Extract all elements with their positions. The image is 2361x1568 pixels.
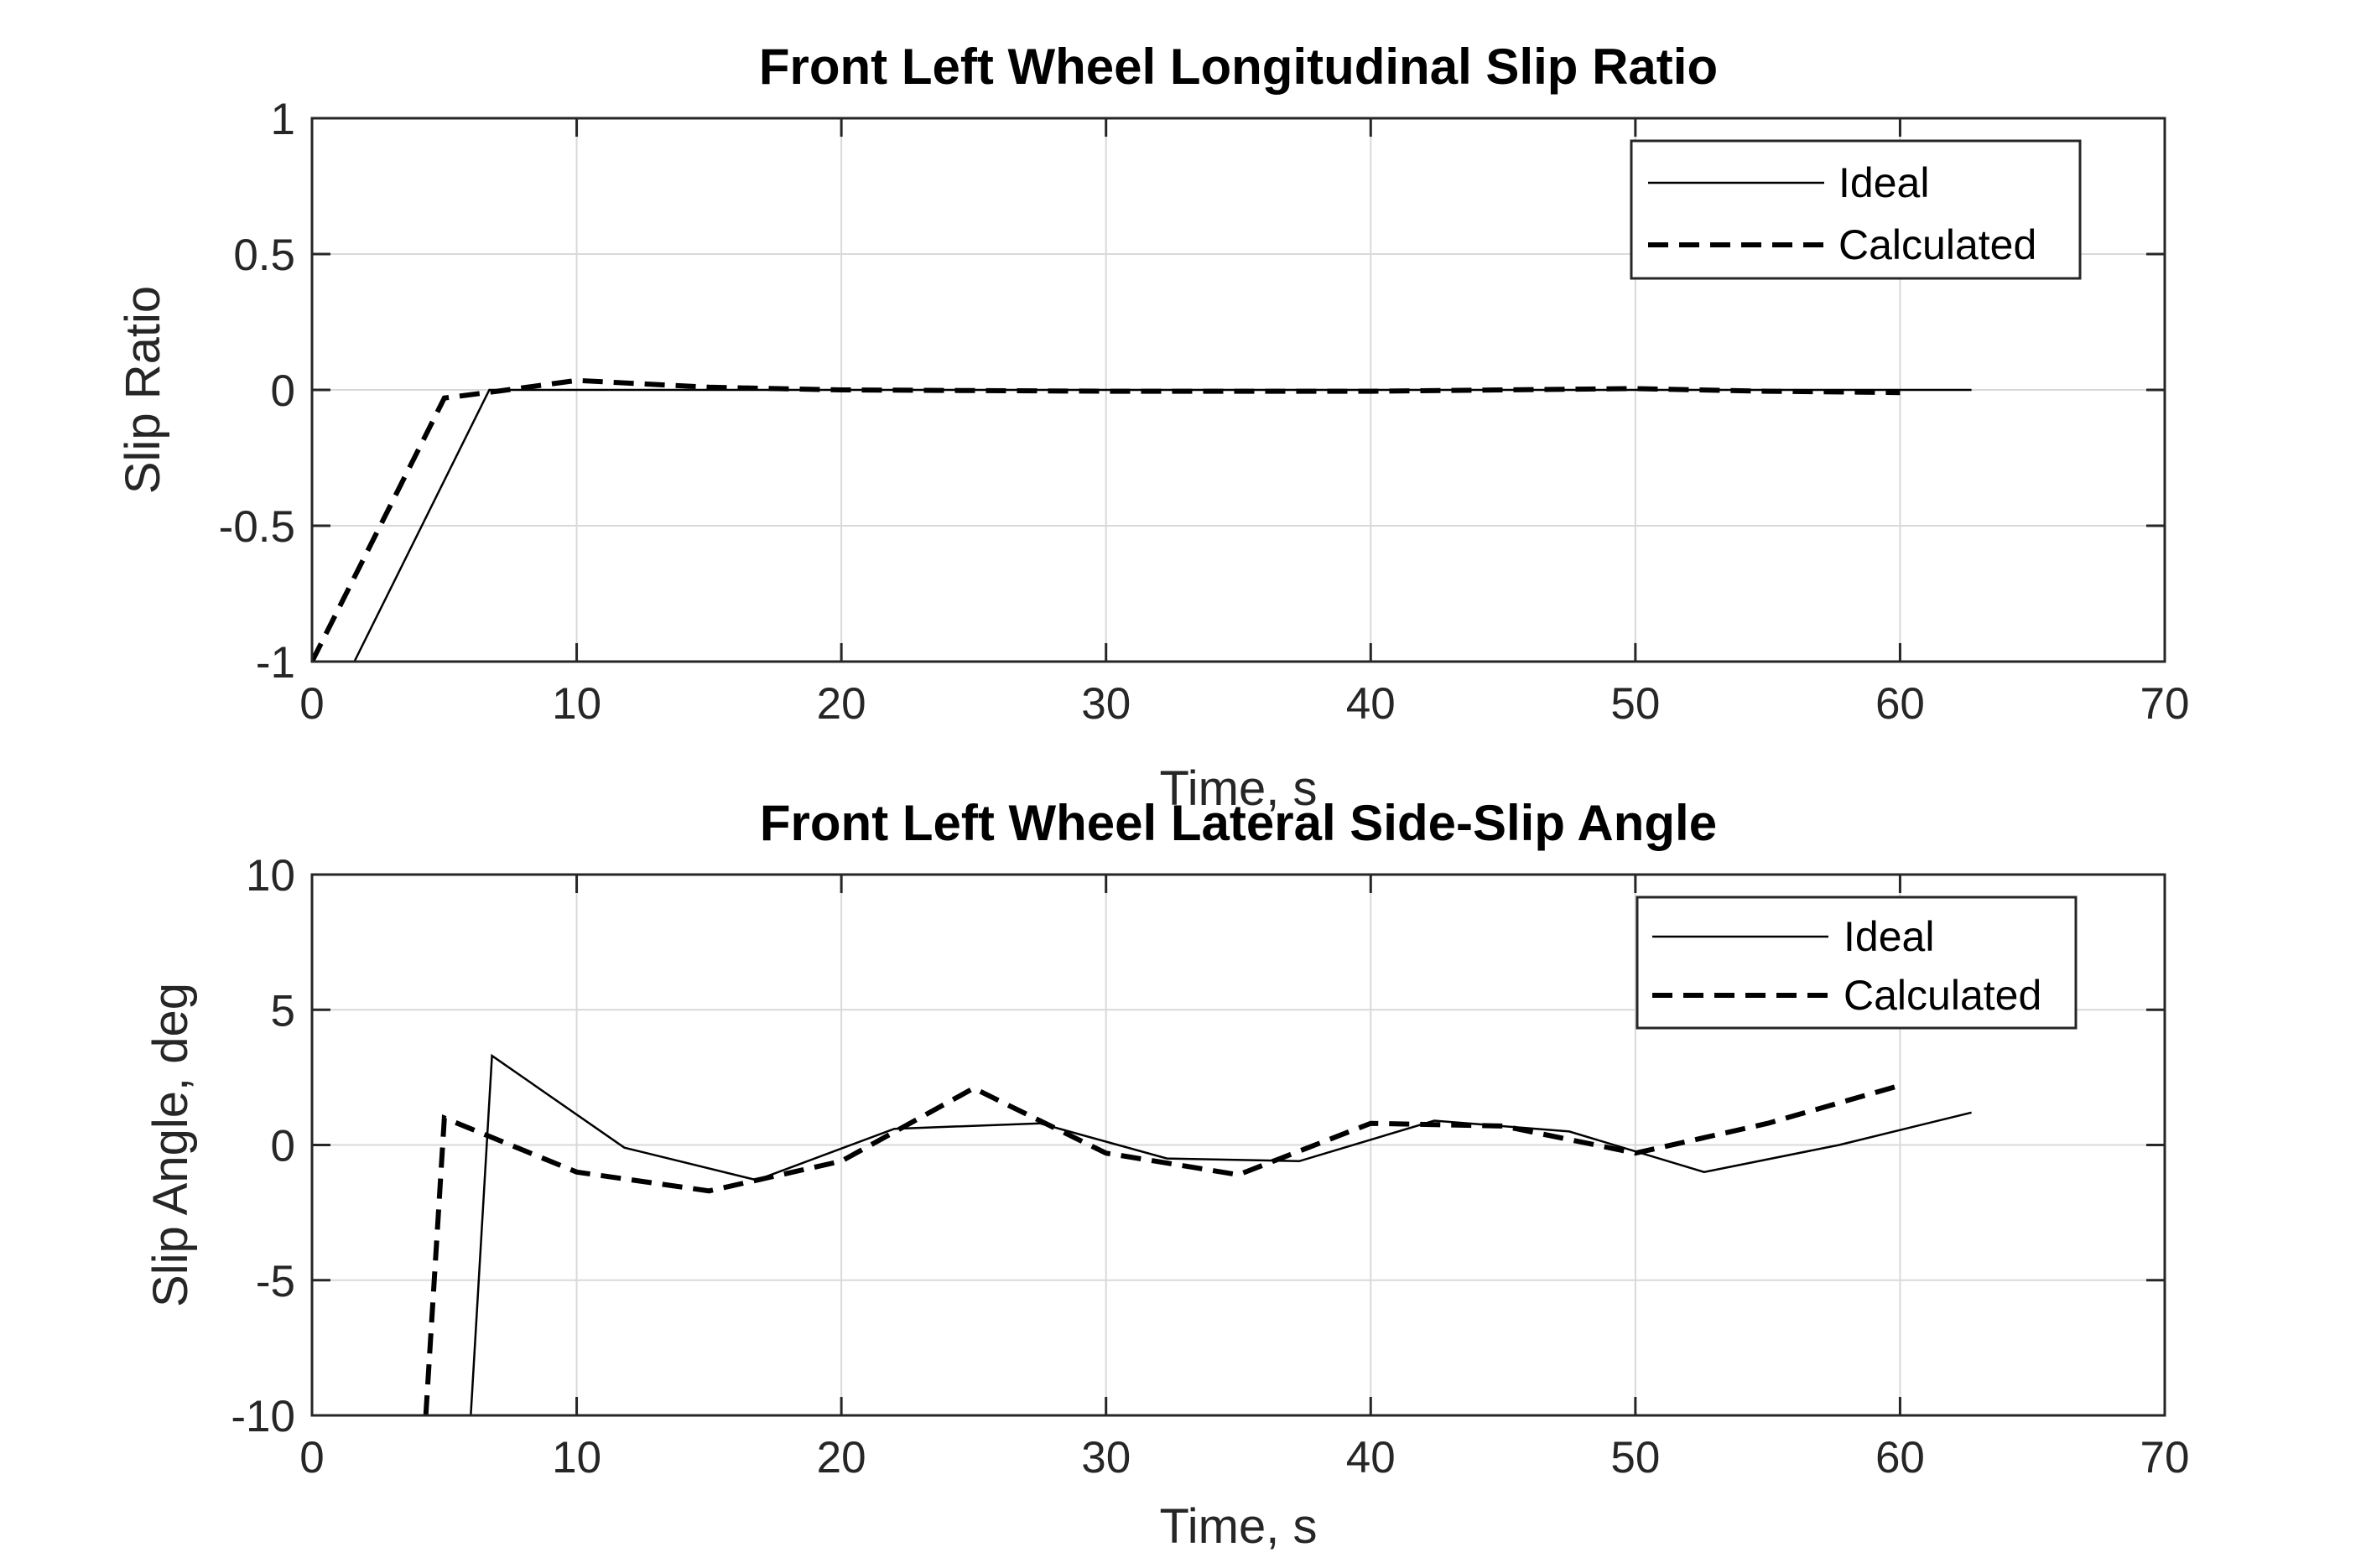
y-tick-label: 0: [271, 366, 295, 416]
legend-box: [1630, 139, 2082, 280]
chart-panel-2: 0 10 20 30 40 50 60 70 -10 -5 0 5 10 Front Left Wheel…: [143, 795, 2189, 1554]
series-line-calculated: [423, 1083, 1901, 1415]
legend-label-calculated: Calculated: [1838, 221, 2036, 268]
legend-label-ideal: Ideal: [1838, 159, 1929, 206]
y-tick-label: 0: [271, 1122, 295, 1171]
x-tick-label: 30: [1081, 679, 1131, 729]
chart-title: Front Left Wheel Lateral Side-Slip Angle: [760, 795, 1717, 851]
x-tick-label: 20: [817, 679, 866, 729]
y-tick-label: 0.5: [233, 231, 295, 280]
x-tick-label: 40: [1346, 679, 1396, 729]
x-tick-label: 30: [1081, 1433, 1131, 1482]
x-tick-label: 0: [299, 1433, 324, 1482]
y-tick-label: 10: [246, 851, 295, 901]
y-tick-label: -10: [231, 1392, 295, 1441]
x-tick-label: 60: [1875, 679, 1925, 729]
x-tick-label: 20: [817, 1433, 866, 1482]
legend-label-calculated: Calculated: [1844, 972, 2041, 1019]
x-tick-label: 60: [1875, 1433, 1925, 1482]
x-tick-label: 70: [2140, 1433, 2190, 1482]
y-tick-label: -0.5: [219, 502, 295, 552]
legend-box: [1636, 896, 2078, 1030]
series-line-ideal: [470, 1053, 1972, 1415]
series-line-calculated: [312, 377, 1901, 662]
chart-panel-1: 0 10 20 30 40 50 60 70 -1 -0.5 0 0.5 1 Front Left Whe…: [116, 39, 2189, 816]
y-tick-label: 5: [271, 986, 295, 1036]
x-tick-label: 50: [1610, 1433, 1660, 1482]
legend: Ideal Calculated: [1630, 139, 2082, 280]
y-axis-label: Slip Ratio: [116, 286, 170, 494]
x-tick-label: 0: [299, 679, 324, 729]
y-tick-label: -1: [256, 638, 295, 688]
x-axis-label: Time, s: [1160, 1499, 1318, 1554]
y-tick-label: 1: [271, 95, 295, 144]
chart-title: Front Left Wheel Longitudinal Slip Ratio: [759, 39, 1718, 95]
y-tick-label: -5: [256, 1257, 295, 1306]
x-axis-label: Time, s: [1160, 761, 1318, 816]
legend-label-ideal: Ideal: [1844, 913, 1934, 960]
legend: Ideal Calculated: [1636, 896, 2078, 1030]
x-tick-label: 40: [1346, 1433, 1396, 1482]
x-tick-label: 10: [552, 1433, 601, 1482]
series-line-ideal: [352, 388, 1972, 662]
x-tick-label: 70: [2140, 679, 2190, 729]
x-tick-label: 10: [552, 679, 601, 729]
x-tick-label: 50: [1610, 679, 1660, 729]
y-axis-label: Slip Angle, deg: [143, 983, 198, 1307]
